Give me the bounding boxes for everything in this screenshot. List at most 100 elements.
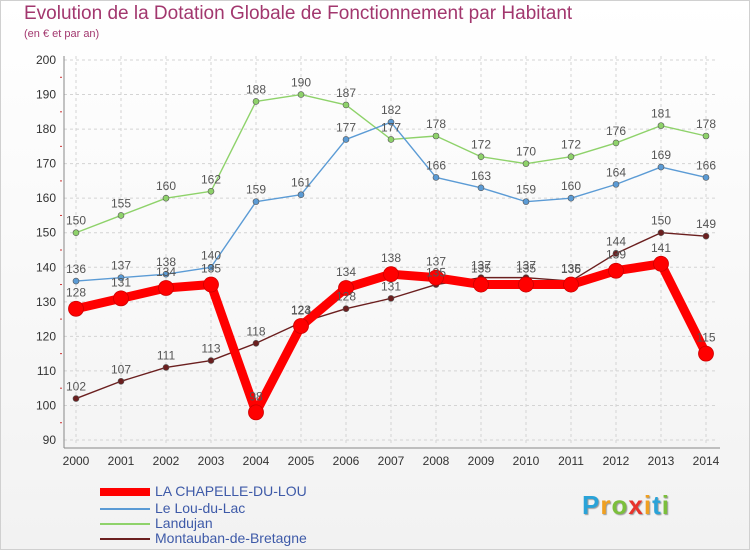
data-label-le-lou-du-lac: 159 (246, 183, 266, 197)
x-tick-label: 2002 (153, 454, 180, 468)
data-point-la-chapelle-du-lou (68, 300, 84, 317)
data-label-le-lou-du-lac: 166 (696, 158, 716, 172)
data-point-landujan (477, 153, 485, 161)
data-label-le-lou-du-lac: 137 (111, 259, 131, 273)
data-label-la-chapelle-du-lou: 135 (561, 262, 581, 276)
legend-swatch-la-chapelle-du-lou (100, 488, 150, 496)
logo-letter: t (652, 490, 662, 520)
data-point-la-chapelle-du-lou (113, 290, 129, 307)
data-point-montauban-de-bretagne (387, 295, 395, 302)
x-tick-label: 2007 (378, 454, 405, 468)
data-point-la-chapelle-du-lou (293, 318, 309, 334)
data-point-landujan (612, 139, 620, 147)
data-label-landujan: 188 (246, 82, 266, 96)
data-point-le-lou-du-lac (702, 174, 710, 181)
data-label-la-chapelle-du-lou: 134 (336, 265, 356, 279)
data-label-la-chapelle-du-lou: 141 (651, 241, 671, 255)
data-point-le-lou-du-lac (432, 174, 440, 181)
data-point-montauban-de-bretagne (117, 377, 125, 385)
x-tick-label: 2010 (513, 454, 540, 468)
grid-layer (64, 56, 716, 446)
data-point-landujan (432, 132, 440, 140)
chart-title: Evolution de la Dotation Globale de Fonc… (24, 3, 573, 24)
logo-letter: x (628, 490, 644, 520)
data-label-landujan: 190 (291, 76, 311, 90)
data-label-la-chapelle-du-lou: 135 (516, 262, 536, 276)
x-tick-label: 2001 (108, 454, 135, 468)
data-point-landujan (297, 91, 305, 98)
data-point-la-chapelle-du-lou (248, 404, 264, 421)
data-label-montauban-de-bretagne: 102 (66, 380, 86, 394)
data-point-la-chapelle-du-lou (608, 262, 624, 279)
data-point-le-lou-du-lac (612, 181, 620, 188)
data-label-le-lou-du-lac: 161 (291, 176, 311, 190)
data-point-le-lou-du-lac (522, 198, 530, 205)
data-point-landujan (522, 160, 530, 167)
legend-label: Le Lou-du-Lac (155, 500, 246, 516)
logo-letter: i (661, 490, 670, 520)
y-tick-label: 190 (36, 88, 56, 102)
y-tick-label: 170 (36, 157, 56, 171)
data-label-montauban-de-bretagne: 144 (606, 234, 626, 248)
data-point-landujan (162, 194, 170, 202)
data-label-montauban-de-bretagne: 111 (157, 348, 176, 362)
data-point-landujan (72, 229, 80, 237)
x-tick-label: 2000 (63, 454, 90, 468)
y-tick-label: 150 (36, 226, 56, 240)
data-label-montauban-de-bretagne: 150 (651, 214, 671, 228)
x-tick-label: 2006 (333, 454, 360, 468)
data-label-landujan: 155 (111, 196, 131, 210)
data-label-la-chapelle-du-lou: 134 (156, 265, 176, 279)
y-tick-label: 140 (36, 260, 56, 274)
data-point-le-lou-du-lac (567, 194, 575, 202)
legend-swatch-montauban-de-bretagne (100, 538, 150, 540)
data-point-landujan (252, 98, 260, 105)
data-label-landujan: 162 (201, 172, 221, 186)
data-label-landujan: 176 (606, 124, 626, 138)
axis-layer: 90 100 110 120 130 140 150 160 170 180 190 200 2000 2… (36, 53, 720, 468)
y-tick-label: 90 (43, 433, 57, 447)
data-label-landujan: 150 (66, 214, 86, 228)
data-point-la-chapelle-du-lou (383, 266, 399, 283)
data-label-le-lou-du-lac: 177 (336, 120, 356, 134)
data-label-montauban-de-bretagne: 137 (471, 259, 491, 273)
x-tick-label: 2012 (603, 454, 630, 468)
data-point-la-chapelle-du-lou (473, 276, 489, 293)
data-label-le-lou-du-lac: 159 (516, 183, 536, 197)
proxiti-logo: Proxiti (582, 490, 670, 521)
data-point-la-chapelle-du-lou (563, 276, 579, 293)
data-point-landujan (657, 122, 665, 129)
y-tick-label: 110 (37, 364, 56, 378)
data-label-la-chapelle-du-lou: 135 (471, 262, 491, 276)
data-point-le-lou-du-lac (117, 274, 125, 281)
data-label-montauban-de-bretagne: 149 (696, 217, 716, 231)
data-label-montauban-de-bretagne: 135 (426, 266, 446, 280)
data-label-landujan: 172 (561, 138, 581, 152)
data-point-le-lou-du-lac (72, 277, 80, 285)
data-point-montauban-de-bretagne (162, 364, 170, 371)
data-point-montauban-de-bretagne (72, 395, 80, 402)
x-tick-label: 2008 (423, 454, 450, 468)
x-tick-label: 2014 (693, 454, 720, 468)
y-tick-label: 100 (36, 398, 56, 412)
chart-subtitle: (en € et par an) (24, 28, 100, 40)
data-point-landujan (702, 132, 710, 140)
data-label-le-lou-du-lac: 169 (651, 148, 671, 162)
data-label-montauban-de-bretagne: 131 (381, 279, 401, 293)
x-tick-label: 2005 (288, 454, 315, 468)
data-point-montauban-de-bretagne (342, 305, 350, 313)
data-label-la-chapelle-du-lou: 128 (66, 286, 86, 300)
data-point-la-chapelle-du-lou (158, 280, 174, 296)
data-point-landujan (117, 212, 125, 219)
data-point-montauban-de-bretagne (612, 250, 620, 257)
data-label-la-chapelle-du-lou: 115 (696, 331, 715, 345)
data-label-la-chapelle-du-lou: 137 (426, 255, 446, 269)
data-label-le-lou-du-lac: 166 (426, 158, 446, 172)
data-label-montauban-de-bretagne: 118 (246, 324, 265, 338)
data-point-montauban-de-bretagne (702, 232, 710, 240)
data-label-landujan: 178 (696, 117, 716, 131)
data-point-le-lou-du-lac (387, 118, 395, 126)
y-tick-label: 200 (36, 53, 56, 67)
